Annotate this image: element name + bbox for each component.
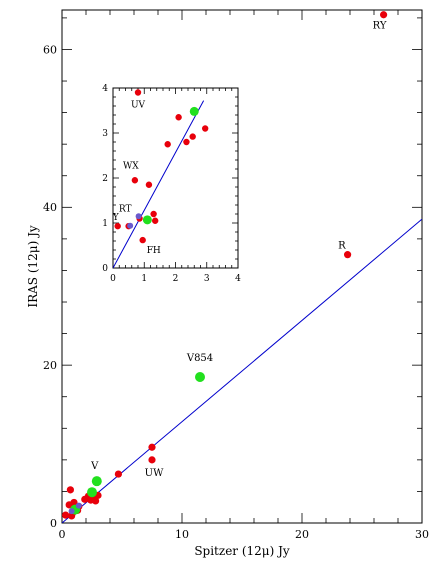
main-point — [380, 11, 388, 19]
main-point — [148, 443, 156, 451]
inset-background — [113, 88, 238, 268]
inset-point-label: RT — [119, 205, 132, 215]
inset-point — [139, 236, 146, 244]
inset-point — [175, 114, 182, 121]
main-x-tick-label: 0 — [59, 528, 66, 541]
inset-fit-line — [113, 100, 205, 268]
inset-x-tick-label: 1 — [141, 274, 147, 284]
inset-x-tick-label: 3 — [204, 274, 210, 284]
main-point-label: UW — [145, 468, 164, 479]
inset-point — [189, 106, 199, 116]
inset-point — [135, 213, 142, 220]
main-x-tick-label: 30 — [415, 528, 429, 541]
inset-point — [150, 210, 157, 218]
main-y-tick-label: 40 — [43, 201, 57, 214]
inset-point — [145, 181, 153, 188]
inset-y-tick-label: 0 — [102, 264, 108, 274]
main-x-tick-label: 10 — [175, 528, 189, 541]
main-y-tick-label: 60 — [43, 43, 57, 56]
main-y-tick-label: 20 — [43, 359, 57, 372]
inset-point — [114, 222, 121, 230]
main-point — [87, 487, 97, 498]
x-axis-label: Spitzer (12μ) Jy — [194, 544, 290, 558]
inset-plot: 0 1 2 3 4 0 1 2 3 4 UV WX FH YRT — [102, 84, 241, 284]
inset-point — [127, 222, 134, 229]
main-point — [195, 371, 205, 382]
main-frame — [61, 9, 423, 524]
inset-point-label: FH — [147, 246, 161, 256]
inset-x-tick-label: 2 — [173, 274, 179, 284]
inset-x-tick-label: 4 — [235, 274, 241, 284]
main-point — [87, 496, 95, 504]
inset-y-tick-label: 4 — [102, 84, 108, 94]
main-y-tick-label: 0 — [50, 517, 57, 530]
main-point — [148, 456, 156, 464]
inset-x-tick-label: 0 — [110, 274, 116, 284]
main-point — [62, 511, 70, 519]
main-point — [91, 476, 102, 487]
main-point — [75, 502, 82, 509]
main-point — [114, 470, 122, 478]
inset-y-tick-label: 3 — [102, 129, 108, 139]
main-fit-line — [62, 218, 422, 523]
main-point-label: V854 — [186, 353, 213, 364]
main-point — [66, 486, 74, 494]
inset-point — [164, 141, 171, 148]
inset-y-tick-label: 2 — [102, 174, 108, 184]
y-axis-label: IRAS (12μ) Jy — [26, 225, 40, 308]
inset-point — [151, 217, 159, 224]
main-point — [344, 251, 352, 259]
main-point-label: V — [90, 461, 99, 472]
main-point — [70, 498, 78, 507]
inset-point-label: Y — [112, 213, 120, 223]
inset-point-label: WX — [123, 161, 139, 171]
inset-y-tick-label: 1 — [102, 219, 108, 229]
inset-point — [134, 89, 142, 96]
inset-point-label: UV — [131, 101, 146, 111]
inset-point — [189, 133, 196, 140]
main-point-label: R — [338, 241, 346, 252]
main-x-tick-label: 20 — [295, 528, 309, 541]
inset-point — [183, 138, 190, 146]
main-point — [68, 508, 75, 515]
inset-point — [142, 215, 152, 225]
main-point-label: RY — [373, 21, 387, 32]
inset-point — [131, 177, 139, 184]
inset-point — [201, 125, 209, 132]
